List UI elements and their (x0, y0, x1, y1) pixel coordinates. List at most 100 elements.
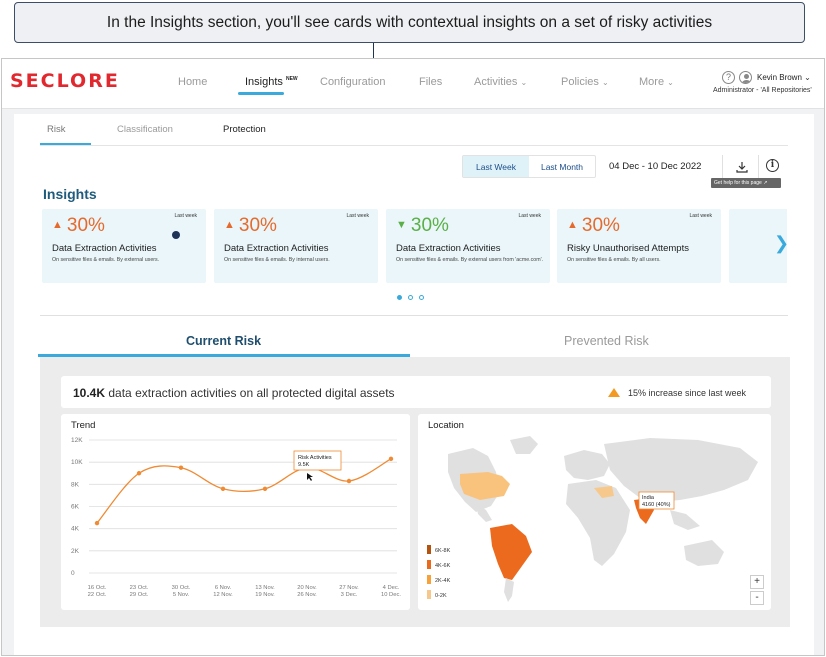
world-map: India 4160 (40%) (448, 436, 758, 602)
central-america-shape (476, 504, 492, 522)
subtab-classification[interactable]: Classification (117, 124, 173, 135)
nav-activities[interactable]: Activities ⌄ (474, 76, 528, 88)
trend-title: Trend (71, 420, 96, 431)
chevron-down-icon: ⌄ (601, 78, 609, 87)
trend-line (96, 458, 392, 524)
user-role: Administrator - 'All Repositories' (713, 87, 812, 94)
card-period: Last week (518, 213, 541, 219)
nav-insights[interactable]: Insights NEW (245, 76, 298, 88)
zoom-in-button[interactable]: + (750, 575, 764, 589)
middle-east-shape (594, 486, 614, 498)
legend-swatch (427, 575, 431, 584)
card-title: Risky Unauthorised Attempts (567, 243, 689, 254)
nav-more[interactable]: More ⌄ (639, 76, 674, 88)
y-tick-label: 2K (71, 548, 80, 555)
chevron-down-icon: ⌄ (804, 73, 811, 82)
toolbar-divider (722, 155, 723, 184)
pager-dot[interactable] (397, 295, 402, 300)
user-menu[interactable]: Kevin Brown ⌄ (757, 73, 811, 82)
tooltip-label: Risk Activities (298, 455, 332, 461)
x-tick-label: 22 Oct. (88, 592, 107, 598)
tab-current-risk[interactable]: Current Risk (186, 334, 262, 348)
annotation-callout: In the Insights section, you'll see card… (14, 2, 805, 43)
tab-prevented-risk[interactable]: Prevented Risk (564, 334, 649, 348)
trend-point[interactable] (220, 486, 226, 491)
map-tooltip-value: 4160 (40%) (642, 502, 671, 508)
user-avatar-icon[interactable] (739, 71, 752, 84)
up-arrow-icon: ▲ (52, 219, 63, 231)
card-description: On sensitive files & emails. By all user… (567, 257, 661, 263)
zoom-out-button[interactable]: - (750, 591, 764, 605)
card-description: On sensitive files & emails. By external… (396, 257, 544, 263)
x-tick-label: 27 Nov. (339, 585, 359, 591)
card-period: Last week (346, 213, 369, 219)
trend-point[interactable] (262, 486, 268, 491)
africa-shape (566, 480, 630, 566)
x-tick-label: 26 Nov. (297, 592, 317, 598)
last-month-button[interactable]: Last Month (540, 161, 584, 172)
trend-chart: 0 2K 4K 6K 8K 10K 12K 16 Oct.22 Oct. 23 Oct.29 … (71, 437, 401, 598)
insights-page: Risk Classification Protection Last Week… (14, 114, 814, 655)
pager-dot[interactable] (419, 295, 424, 300)
card-description: On sensitive files & emails. By internal… (224, 257, 330, 263)
card-percentage: ▲ 30% (224, 215, 277, 236)
pager-dot[interactable] (408, 295, 413, 300)
trend-point[interactable] (136, 471, 142, 476)
annotation-text: In the Insights section, you'll see card… (106, 13, 713, 31)
last-week-button[interactable]: Last Week (463, 156, 529, 177)
seclore-logo[interactable]: SECLORE (10, 70, 120, 92)
tooltip-value: 9.5K (298, 462, 310, 468)
date-range[interactable]: 04 Dec - 10 Dec 2022 (609, 161, 702, 172)
info-icon[interactable]: i (766, 159, 779, 172)
x-tick-label: 5 Nov. (173, 592, 190, 598)
insights-title: Insights (43, 186, 97, 202)
trend-point[interactable] (346, 478, 352, 484)
trend-point[interactable] (94, 520, 100, 526)
card-title: Data Extraction Activities (396, 243, 501, 254)
trend-point[interactable] (388, 456, 394, 462)
subtab-divider (40, 145, 788, 146)
callout-pointer-dot (172, 231, 180, 239)
asia-shape (604, 438, 758, 502)
trend-point[interactable] (178, 465, 184, 470)
trend-tooltip: Risk Activities 9.5K (293, 450, 342, 471)
x-tick-label: 6 Nov. (215, 585, 232, 591)
nav-configuration[interactable]: Configuration (320, 76, 386, 88)
legend-swatch (427, 590, 431, 599)
insight-card-partial[interactable] (729, 209, 787, 283)
y-tick-label: 4K (71, 526, 80, 533)
location-panel: Location (418, 414, 771, 610)
top-nav: SECLORE Home Insights NEW Configuration … (2, 59, 824, 109)
nav-policies[interactable]: Policies ⌄ (561, 76, 609, 88)
y-tick-label: 12K (71, 437, 83, 444)
card-description: On sensitive files & emails. By external… (52, 257, 160, 263)
x-tick-label: 16 Oct. (88, 585, 107, 591)
insight-card[interactable]: Last week ▲ 30% Data Extraction Activitie… (214, 209, 378, 283)
insight-card[interactable]: Last week ▲ 30% Data Extraction Activitie… (42, 209, 206, 283)
help-icon[interactable]: ? (722, 71, 735, 84)
map-legend-item: 2K-4K (427, 575, 450, 584)
summary-increase: 15% increase since last week (628, 388, 747, 398)
section-divider (40, 315, 788, 316)
australia-shape (684, 540, 724, 566)
nav-files[interactable]: Files (419, 76, 443, 88)
insight-card[interactable]: Last week ▲ 30% Risky Unauthorised Attemp… (557, 209, 721, 283)
x-tick-label: 13 Nov. (255, 585, 275, 591)
chevron-right-icon[interactable]: ❯ (774, 233, 790, 253)
y-tick-label: 8K (71, 481, 80, 488)
map-legend-item: 0-2K (427, 590, 447, 599)
europe-shape (564, 450, 610, 480)
period-toggle: Last Week Last Month (462, 155, 596, 178)
greenland-shape (510, 436, 538, 454)
up-arrow-icon: ▲ (567, 219, 578, 231)
insight-card[interactable]: Last week ▼ 30% Data Extraction Activitie… (386, 209, 550, 283)
subtab-risk[interactable]: Risk (47, 124, 66, 135)
download-icon[interactable] (736, 161, 748, 176)
x-tick-label: 29 Oct. (130, 592, 149, 598)
map-tooltip: India 4160 (40%) (638, 491, 675, 510)
cursor-icon (307, 473, 313, 481)
map-legend-item: 6K-8K (427, 545, 450, 554)
subtab-protection[interactable]: Protection (223, 124, 266, 135)
nav-home[interactable]: Home (178, 76, 208, 88)
brazil-shape (490, 524, 532, 580)
